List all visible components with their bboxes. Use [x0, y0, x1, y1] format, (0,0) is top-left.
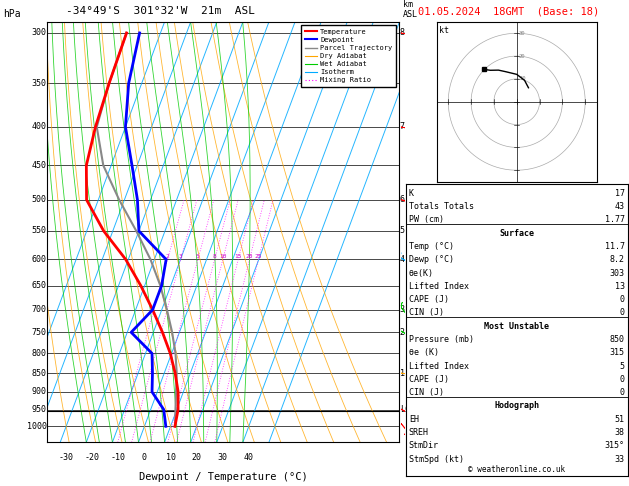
Text: © weatheronline.co.uk: © weatheronline.co.uk: [468, 465, 565, 474]
Text: CAPE (J): CAPE (J): [409, 295, 449, 304]
Text: 6: 6: [400, 195, 405, 204]
Text: StmSpd (kt): StmSpd (kt): [409, 454, 464, 464]
Text: hPa: hPa: [3, 9, 21, 19]
Text: 0: 0: [620, 295, 625, 304]
Text: 2: 2: [400, 328, 405, 337]
Text: CIN (J): CIN (J): [409, 309, 444, 317]
Text: 13: 13: [615, 282, 625, 291]
Text: Dewpoint / Temperature (°C): Dewpoint / Temperature (°C): [139, 472, 308, 482]
Text: LCL: LCL: [400, 405, 415, 414]
Text: Lifted Index: Lifted Index: [409, 362, 469, 370]
Text: θe(K): θe(K): [409, 269, 434, 278]
Text: 33: 33: [615, 454, 625, 464]
Text: 43: 43: [615, 202, 625, 211]
Text: 38: 38: [615, 428, 625, 437]
Text: -20: -20: [85, 453, 100, 462]
Text: 40: 40: [244, 453, 253, 462]
Text: 1.77: 1.77: [604, 215, 625, 225]
Text: 10: 10: [219, 254, 226, 260]
Text: 0: 0: [620, 388, 625, 397]
Text: 950: 950: [32, 405, 47, 414]
Text: 0: 0: [620, 375, 625, 384]
Text: 303: 303: [610, 269, 625, 278]
Text: 450: 450: [32, 161, 47, 170]
Text: -34°49'S  301°32'W  21m  ASL: -34°49'S 301°32'W 21m ASL: [66, 6, 255, 16]
Text: SREH: SREH: [409, 428, 429, 437]
Text: 3: 3: [400, 305, 405, 314]
Text: 10: 10: [165, 453, 175, 462]
Text: Surface: Surface: [499, 229, 534, 238]
Text: 11.7: 11.7: [604, 242, 625, 251]
Text: 750: 750: [32, 328, 47, 337]
Text: 1000: 1000: [27, 422, 47, 431]
Text: 5: 5: [400, 226, 405, 236]
Text: Hodograph: Hodograph: [494, 401, 539, 410]
Text: 20: 20: [192, 453, 202, 462]
Text: θe (K): θe (K): [409, 348, 439, 357]
Text: 300: 300: [32, 29, 47, 37]
Text: 315°: 315°: [604, 441, 625, 450]
Text: 600: 600: [32, 255, 47, 264]
Text: 315: 315: [610, 348, 625, 357]
Text: PW (cm): PW (cm): [409, 215, 444, 225]
Text: Totals Totals: Totals Totals: [409, 202, 474, 211]
Text: 30: 30: [218, 453, 228, 462]
Text: 900: 900: [32, 387, 47, 397]
Text: 15: 15: [235, 254, 242, 260]
Text: 350: 350: [32, 79, 47, 88]
Text: 10: 10: [519, 76, 525, 82]
Text: 800: 800: [32, 349, 47, 358]
Text: 500: 500: [32, 195, 47, 204]
Text: 8.2: 8.2: [610, 255, 625, 264]
Text: 8: 8: [213, 254, 216, 260]
Text: kt: kt: [439, 26, 449, 35]
Text: -10: -10: [111, 453, 126, 462]
Text: K: K: [409, 189, 414, 198]
Text: Dewp (°C): Dewp (°C): [409, 255, 454, 264]
Text: CIN (J): CIN (J): [409, 388, 444, 397]
Text: 650: 650: [32, 281, 47, 290]
Text: 8: 8: [400, 29, 405, 37]
Text: 400: 400: [32, 122, 47, 131]
Text: 700: 700: [32, 305, 47, 314]
Text: 550: 550: [32, 226, 47, 236]
Text: 850: 850: [610, 335, 625, 344]
Text: 20: 20: [246, 254, 253, 260]
Text: km
ASL: km ASL: [403, 0, 418, 19]
Text: 01.05.2024  18GMT  (Base: 18): 01.05.2024 18GMT (Base: 18): [418, 6, 599, 16]
Text: StmDir: StmDir: [409, 441, 439, 450]
Text: Lifted Index: Lifted Index: [409, 282, 469, 291]
Text: Mixing Ratio (g/kg): Mixing Ratio (g/kg): [423, 251, 432, 339]
Text: 7: 7: [400, 122, 405, 131]
Text: 4: 4: [400, 255, 405, 264]
Text: 1: 1: [400, 369, 405, 378]
Text: 0: 0: [620, 309, 625, 317]
Text: 0: 0: [142, 453, 147, 462]
Text: 2: 2: [165, 254, 169, 260]
Text: Most Unstable: Most Unstable: [484, 322, 549, 330]
Text: 25: 25: [255, 254, 262, 260]
Text: 17: 17: [615, 189, 625, 198]
Text: Pressure (mb): Pressure (mb): [409, 335, 474, 344]
Text: CAPE (J): CAPE (J): [409, 375, 449, 384]
Text: 850: 850: [32, 369, 47, 378]
Text: Temp (°C): Temp (°C): [409, 242, 454, 251]
Text: EH: EH: [409, 415, 419, 424]
Text: 30: 30: [519, 31, 525, 36]
Text: -30: -30: [58, 453, 74, 462]
Text: 3: 3: [179, 254, 182, 260]
Text: 51: 51: [615, 415, 625, 424]
Legend: Temperature, Dewpoint, Parcel Trajectory, Dry Adiabat, Wet Adiabat, Isotherm, Mi: Temperature, Dewpoint, Parcel Trajectory…: [301, 25, 396, 87]
Text: 5: 5: [620, 362, 625, 370]
Text: 20: 20: [519, 53, 525, 59]
Text: 5: 5: [196, 254, 200, 260]
